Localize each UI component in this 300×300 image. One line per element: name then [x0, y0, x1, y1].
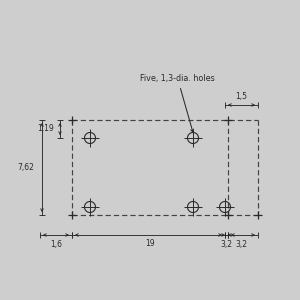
Text: Five, 1,3-dia. holes: Five, 1,3-dia. holes: [140, 74, 215, 132]
Text: 3,2: 3,2: [236, 239, 247, 248]
Text: 19: 19: [145, 239, 155, 248]
Text: 1,19: 1,19: [37, 124, 54, 134]
Text: 1,5: 1,5: [236, 92, 247, 100]
Text: 1,6: 1,6: [50, 239, 62, 248]
Text: 7,62: 7,62: [17, 163, 34, 172]
Text: 3,2: 3,2: [220, 239, 232, 248]
